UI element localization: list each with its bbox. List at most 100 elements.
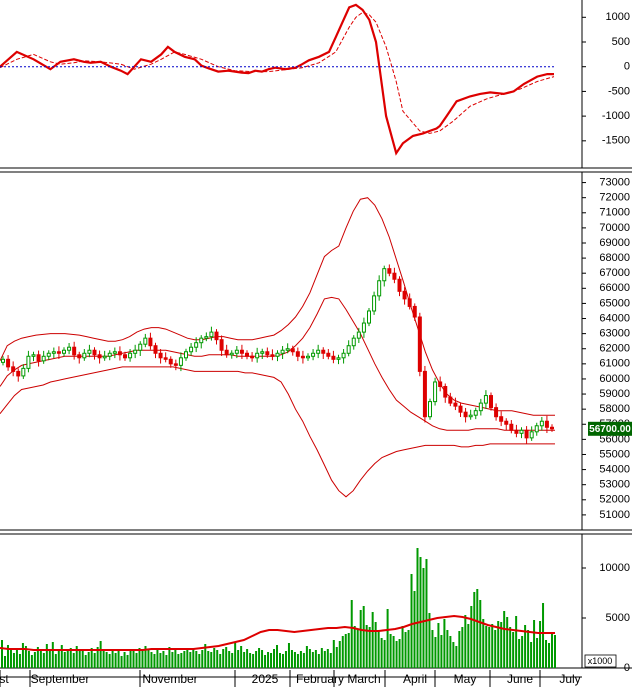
volume-bar <box>530 642 533 668</box>
volume-bar <box>380 638 383 668</box>
volume-bar <box>213 648 216 668</box>
volume-bar <box>371 612 374 668</box>
candle-body <box>458 405 463 413</box>
candle-body <box>87 349 92 354</box>
candle-body <box>351 337 356 347</box>
volume-bar <box>126 655 129 668</box>
volume-bar <box>33 652 36 668</box>
volume-bar <box>503 611 506 668</box>
volume-bar <box>311 652 314 668</box>
volume-bar <box>228 651 231 668</box>
volume-bar <box>114 653 117 668</box>
volume-bar <box>240 646 243 668</box>
volume-bar <box>90 648 93 668</box>
volume-bar <box>99 641 102 668</box>
price-tick-label: 63000 <box>599 328 630 340</box>
candle-body <box>229 352 234 356</box>
volume-bar <box>419 557 422 668</box>
volume-bar <box>554 635 556 668</box>
volume-bar <box>123 652 126 668</box>
candle-body <box>478 402 483 412</box>
candle-body <box>77 354 82 359</box>
x-axis: st September November 2025 February March Apri… <box>0 670 582 687</box>
price-panel: 73000 72000 71000 70000 69000 68000 67000 66000… <box>0 171 632 531</box>
candle-body <box>428 401 432 418</box>
volume-bar <box>467 624 470 668</box>
candle-body <box>290 348 295 353</box>
volume-bar <box>87 652 90 668</box>
volume-bar <box>338 641 341 668</box>
price-tick-label: 70000 <box>599 222 630 234</box>
price-tick-label: 52000 <box>599 494 630 506</box>
volume-bar <box>452 642 455 668</box>
candle-body <box>285 348 290 351</box>
osc-series-dashed <box>0 11 555 134</box>
candle-body <box>295 351 300 357</box>
volume-bar <box>159 653 162 668</box>
units-label: x1000 <box>588 656 613 666</box>
candle-body <box>392 272 397 280</box>
volume-bar <box>261 650 264 668</box>
x-tick-label: May <box>454 672 477 686</box>
volume-bar <box>177 654 180 668</box>
volume-bar <box>69 648 72 668</box>
candle-body <box>438 381 443 387</box>
candle-body <box>56 351 61 354</box>
candle-body <box>148 337 153 347</box>
volume-bar <box>491 624 494 668</box>
candle-body <box>21 367 26 377</box>
volume-bar <box>344 634 347 668</box>
volume-bar <box>548 643 551 668</box>
volume-bar <box>264 655 267 668</box>
volume-bar <box>234 642 237 668</box>
candle-body <box>346 345 351 354</box>
price-tick-label: 65000 <box>599 297 630 309</box>
volume-bar <box>66 651 69 668</box>
volume-bar <box>386 609 389 668</box>
volume-bar <box>476 589 479 668</box>
x-tick-label: September <box>31 672 90 686</box>
volume-bar <box>267 652 270 668</box>
volume-bar <box>201 650 204 668</box>
volume-bar <box>341 636 344 668</box>
candle-body <box>356 331 361 339</box>
volume-bar <box>335 647 338 668</box>
volume-bar <box>54 654 57 668</box>
volume-bar <box>362 606 365 668</box>
volume-bar <box>332 640 335 668</box>
volume-bar <box>518 639 521 668</box>
volume-bar <box>284 651 287 668</box>
volume-bar <box>302 653 305 668</box>
lower-band-line <box>0 366 555 498</box>
volume-bar <box>252 654 255 668</box>
volume-bar <box>377 631 380 668</box>
candle-body <box>16 370 21 377</box>
candle-body <box>504 420 509 425</box>
volume-bar <box>210 652 213 668</box>
volume-bar <box>350 600 353 668</box>
volume-bar <box>542 603 545 668</box>
volume-bar <box>326 649 329 668</box>
candle-body <box>184 351 188 359</box>
candle-body <box>382 268 387 282</box>
volume-bar <box>497 621 500 668</box>
volume-bar <box>243 652 246 668</box>
candle-body <box>219 339 224 351</box>
candle-body <box>524 429 529 439</box>
price-tick-label: 66000 <box>599 282 630 294</box>
volume-bar <box>329 653 332 668</box>
volume-bar <box>276 645 279 668</box>
volume-bar <box>72 653 75 668</box>
candle-body <box>453 402 458 407</box>
candle-body <box>402 290 407 300</box>
volume-bar <box>323 651 326 668</box>
volume-bar <box>21 643 24 668</box>
price-tick-label: 55000 <box>599 448 630 460</box>
volume-bar <box>15 648 18 668</box>
volume-bar <box>407 630 410 668</box>
candle-body <box>41 355 46 362</box>
candle-body <box>224 349 229 356</box>
volume-bar <box>150 652 153 668</box>
osc-tick-label: -1500 <box>602 135 630 147</box>
